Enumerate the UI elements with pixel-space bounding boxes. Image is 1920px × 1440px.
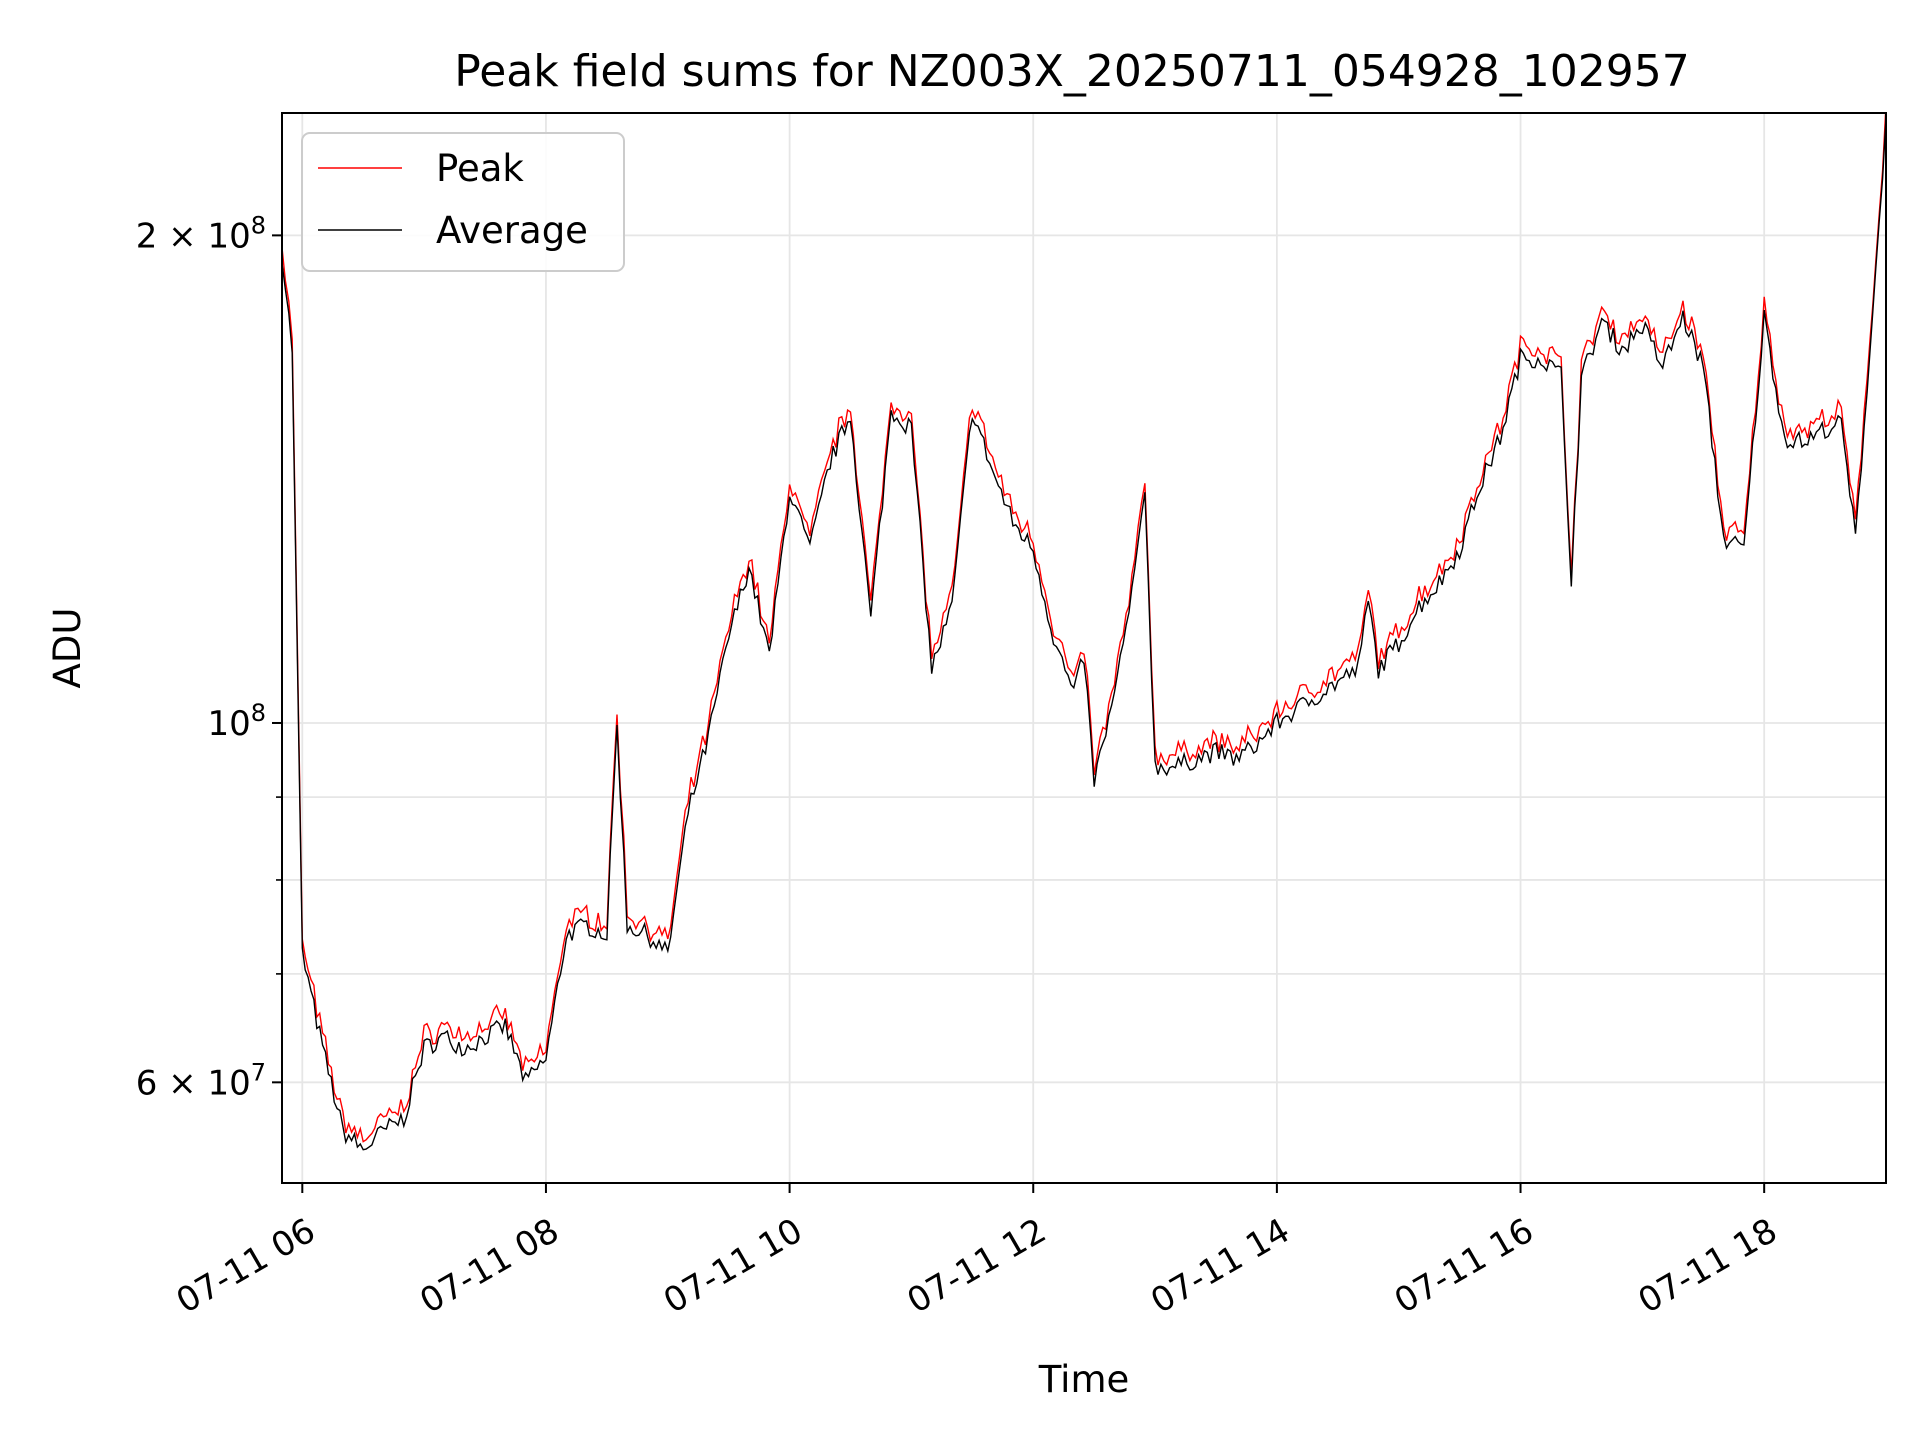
legend-peak-label: Peak bbox=[436, 147, 524, 190]
series-average-line bbox=[282, 117, 1886, 1151]
y-axis: 2 × 108 108 6 × 107 bbox=[136, 211, 282, 1103]
legend-average-label: Average bbox=[436, 209, 588, 252]
y-axis-label: ADU bbox=[46, 608, 89, 689]
series-peak-line bbox=[282, 113, 1886, 1143]
y-tick-label: 108 bbox=[207, 699, 266, 744]
y-tick-label: 2 × 108 bbox=[136, 211, 266, 256]
legend: Peak Average bbox=[301, 132, 625, 272]
series-layer bbox=[282, 113, 1886, 1151]
chart-title: Peak field sums for NZ003X_20250711_0549… bbox=[454, 46, 1690, 97]
grid-layer bbox=[282, 113, 1886, 1183]
plot-area-frame bbox=[281, 112, 1887, 1184]
x-axis-label: Time bbox=[1038, 1358, 1130, 1401]
y-tick-label: 6 × 107 bbox=[136, 1058, 266, 1103]
